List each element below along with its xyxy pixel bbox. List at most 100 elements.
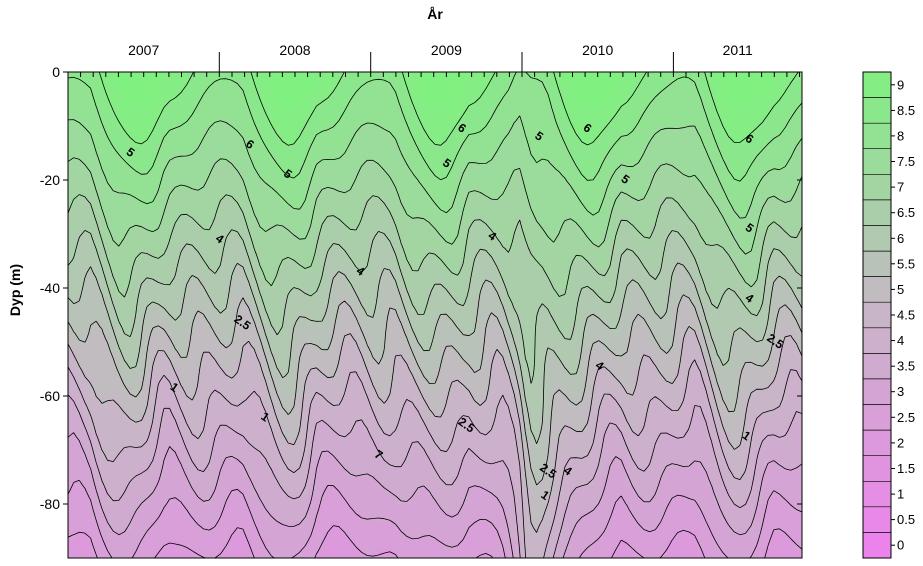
field-cell [123, 144, 133, 154]
field-cell [171, 423, 181, 433]
field-cell [99, 171, 109, 181]
field-cell [291, 423, 300, 433]
field-cell [794, 414, 802, 424]
field-cell [379, 153, 388, 163]
field-cell [538, 207, 548, 217]
field-cell [650, 117, 659, 127]
field-cell [75, 162, 85, 172]
field-cell [227, 99, 237, 109]
field-cell [435, 441, 444, 451]
field-cell [171, 144, 181, 154]
field-cell [355, 414, 364, 424]
field-cell [83, 90, 93, 100]
field-cell [243, 198, 253, 208]
field-cell [458, 153, 468, 163]
field-cell [395, 342, 404, 352]
field-cell [275, 108, 285, 118]
field-cell [546, 549, 556, 558]
field-cell [347, 144, 356, 154]
field-cell [291, 306, 300, 316]
field-cell [355, 387, 364, 397]
field-cell [163, 414, 173, 424]
field-cell [203, 234, 213, 244]
field-cell [538, 477, 548, 487]
field-cell [179, 279, 189, 289]
field-cell [626, 504, 636, 514]
field-cell [139, 414, 149, 424]
field-cell [682, 495, 691, 505]
field-cell [395, 135, 404, 145]
field-cell [770, 153, 779, 163]
field-cell [155, 207, 165, 217]
field-cell [275, 288, 285, 298]
field-cell [419, 306, 428, 316]
field-cell [267, 513, 277, 523]
field-cell [482, 225, 492, 235]
field-cell [650, 306, 659, 316]
field-cell [602, 108, 612, 118]
field-cell [650, 414, 659, 424]
field-cell [339, 270, 348, 280]
field-cell [610, 342, 620, 352]
field-cell [698, 315, 707, 325]
field-cell [83, 171, 93, 181]
field-cell [355, 360, 364, 370]
field-cell [179, 441, 189, 451]
field-cell [714, 369, 723, 379]
field-cell [746, 549, 755, 558]
field-cell [307, 225, 316, 235]
field-cell [650, 261, 659, 271]
field-cell [83, 360, 93, 370]
field-cell [435, 369, 444, 379]
field-cell [538, 171, 548, 181]
field-cell [522, 81, 532, 91]
field-cell [299, 243, 308, 253]
field-cell [251, 243, 261, 253]
field-cell [738, 108, 747, 118]
field-cell [419, 117, 428, 127]
field-cell [123, 72, 133, 82]
field-cell [99, 432, 109, 442]
field-cell [331, 189, 340, 199]
field-cell [490, 90, 500, 100]
field-cell [275, 171, 285, 181]
field-cell [339, 522, 348, 532]
field-cell [594, 531, 604, 541]
field-cell [307, 72, 316, 82]
field-cell [466, 162, 476, 172]
field-cell [179, 423, 189, 433]
field-cell [123, 180, 133, 190]
field-cell [251, 144, 261, 154]
field-cell [243, 270, 253, 280]
field-cell [123, 540, 133, 550]
field-cell [714, 135, 723, 145]
field-cell [514, 504, 524, 514]
field-cell [403, 522, 412, 532]
field-cell [570, 279, 580, 289]
field-cell [722, 414, 731, 424]
field-cell [626, 414, 636, 424]
field-cell [163, 549, 173, 558]
field-cell [722, 477, 731, 487]
field-cell [379, 414, 388, 424]
field-cell [690, 81, 699, 91]
field-cell [251, 297, 261, 307]
field-cell [139, 405, 149, 415]
field-cell [554, 135, 564, 145]
field-cell [714, 99, 723, 109]
field-cell [506, 459, 516, 469]
field-cell [754, 387, 763, 397]
field-cell [99, 162, 109, 172]
field-cell [450, 441, 460, 451]
field-cell [139, 162, 149, 172]
field-cell [219, 540, 229, 550]
field-cell [754, 288, 763, 298]
field-cell [139, 207, 149, 217]
field-cell [387, 342, 396, 352]
field-cell [379, 144, 388, 154]
field-cell [794, 252, 802, 262]
field-cell [450, 162, 460, 172]
field-cell [235, 171, 245, 181]
field-cell [147, 234, 157, 244]
field-cell [722, 333, 731, 343]
